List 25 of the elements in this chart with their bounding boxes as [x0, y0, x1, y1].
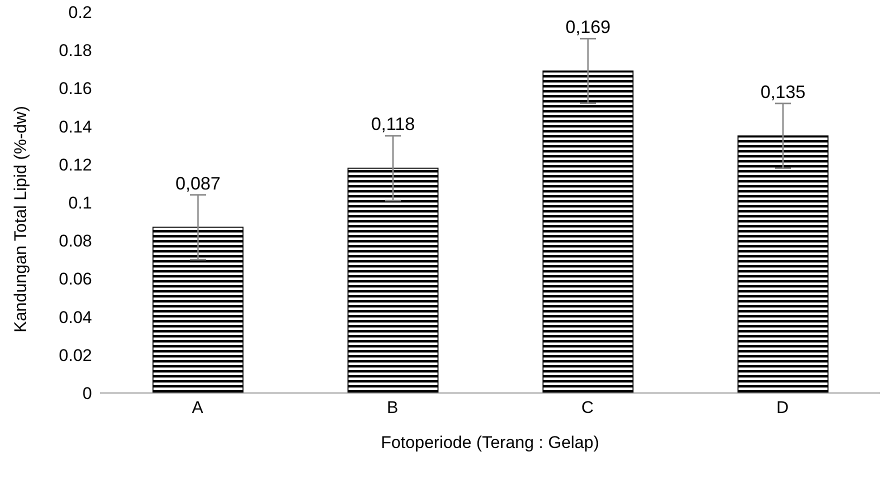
- bar: [738, 135, 828, 393]
- y-tick-label: 0.18: [58, 41, 92, 60]
- y-tick-label: 0.14: [58, 117, 92, 136]
- y-tick-label: 0: [82, 384, 92, 404]
- x-tick-label: C: [581, 398, 594, 418]
- bar: [542, 70, 634, 393]
- y-tick-label: 0.06: [58, 270, 92, 289]
- bar: [152, 226, 244, 393]
- data-label: 0,169: [565, 17, 611, 38]
- x-tick-label: D: [776, 398, 789, 418]
- bar: [348, 168, 438, 393]
- y-tick-label: 0.1: [68, 194, 92, 213]
- y-tick-label: 0.12: [58, 155, 92, 174]
- x-tick-label: B: [386, 398, 398, 418]
- y-tick-label: 0.2: [68, 3, 92, 22]
- x-tick-label: A: [192, 398, 204, 418]
- y-tick-label: 0.02: [58, 346, 92, 365]
- data-label: 0,087: [175, 173, 221, 194]
- y-tick-label: 0.08: [58, 232, 92, 251]
- y-axis-title: Kandungan Total Lipid (%-dw): [11, 106, 30, 332]
- y-tick-label: 0.16: [58, 79, 92, 98]
- y-tick-label: 0.04: [58, 308, 92, 327]
- data-label: 0,135: [760, 82, 806, 102]
- x-axis-title: Fotoperiode (Terang : Gelap): [380, 433, 600, 452]
- data-label: 0,118: [371, 114, 415, 134]
